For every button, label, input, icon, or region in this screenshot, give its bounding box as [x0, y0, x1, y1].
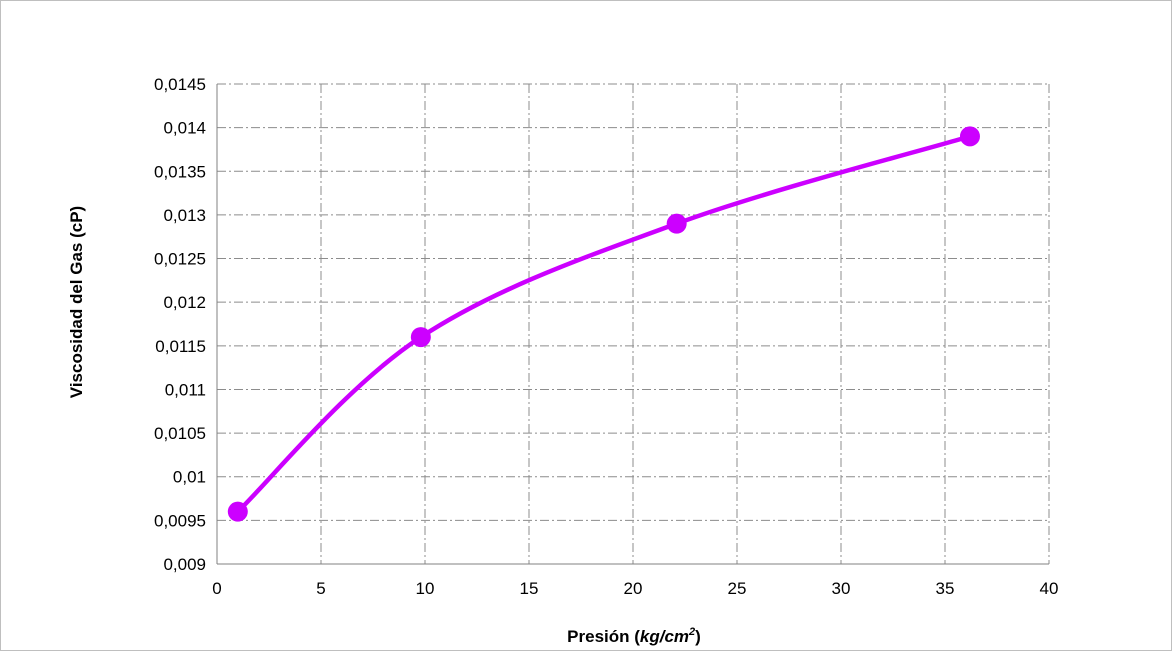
x-axis-title-unit: kg/cm — [640, 627, 689, 646]
x-tick-label: 10 — [416, 579, 435, 598]
y-tick-label: 0,0125 — [154, 250, 206, 269]
x-tick-label: 5 — [316, 579, 325, 598]
y-tick-label: 0,0095 — [154, 511, 206, 530]
x-axis-title-exponent: 2 — [688, 626, 695, 638]
gridlines — [216, 83, 1050, 565]
tick-labels: 0 5 10 15 20 25 30 35 40 0,009 0,0095 0,01 0,0105 0,0… — [154, 75, 1058, 598]
data-point-marker — [666, 213, 687, 234]
y-tick-label: 0,014 — [163, 119, 206, 138]
x-axis-title-prefix: Presión ( — [567, 627, 640, 646]
y-axis-title: Viscosidad del Gas (cP) — [67, 206, 86, 398]
x-tick-label: 35 — [936, 579, 955, 598]
x-tick-label: 25 — [728, 579, 747, 598]
y-tick-label: 0,009 — [163, 555, 206, 574]
series — [227, 126, 980, 522]
x-tick-label: 15 — [520, 579, 539, 598]
y-tick-label: 0,01 — [173, 468, 206, 487]
y-tick-label: 0,011 — [165, 380, 206, 399]
data-point-marker — [227, 501, 248, 522]
data-point-marker — [959, 126, 980, 147]
x-axis-title: Presión (kg/cm2) — [567, 626, 701, 646]
y-tick-label: 0,0145 — [154, 75, 206, 94]
y-tick-label: 0,013 — [163, 206, 206, 225]
x-tick-label: 30 — [832, 579, 851, 598]
y-tick-label: 0,0105 — [154, 424, 206, 443]
data-point-marker — [410, 327, 431, 348]
y-tick-label: 0,0135 — [154, 162, 206, 181]
series-line — [235, 134, 973, 514]
y-tick-label: 0,012 — [163, 293, 206, 312]
y-tick-label: 0,0115 — [155, 337, 206, 356]
x-tick-label: 0 — [212, 579, 221, 598]
x-tick-label: 20 — [624, 579, 643, 598]
x-tick-label: 40 — [1040, 579, 1059, 598]
x-axis-title-suffix: ) — [695, 627, 701, 646]
